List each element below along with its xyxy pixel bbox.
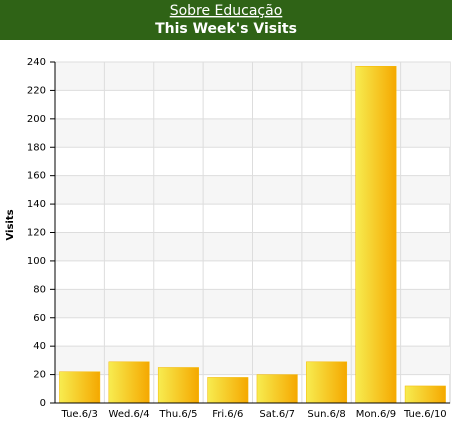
y-tick-label: 220 [27, 85, 46, 96]
y-tick-label: 80 [33, 284, 46, 295]
bar [256, 374, 298, 404]
x-tick-label: Sat.6/7 [259, 409, 295, 420]
chart-title: This Week's Visits [155, 21, 297, 37]
x-tick-label: Wed.6/4 [109, 409, 150, 420]
y-tick-label: 180 [27, 142, 46, 153]
bar [207, 377, 249, 404]
y-tick-label: 40 [33, 341, 46, 352]
y-tick-label: 160 [27, 171, 46, 182]
bar [306, 361, 348, 404]
x-tick-label: Tue.6/10 [403, 409, 447, 420]
y-tick-label: 0 [40, 398, 46, 409]
header-bar [0, 0, 452, 40]
y-tick-label: 120 [27, 228, 46, 239]
y-tick-label: 140 [27, 199, 46, 210]
x-tick-label: Fri.6/6 [212, 409, 243, 420]
y-tick-label: 100 [27, 256, 46, 267]
header-link[interactable]: Sobre Educação [170, 3, 283, 19]
x-tick-label: Mon.6/9 [356, 409, 396, 420]
bar [59, 371, 101, 404]
bar [157, 367, 199, 404]
bar [355, 66, 397, 404]
y-tick-label: 240 [27, 57, 46, 68]
y-tick-label: 20 [33, 370, 46, 381]
bar [404, 385, 446, 404]
bar [108, 361, 150, 404]
x-tick-label: Thu.6/5 [158, 409, 197, 420]
y-tick-label: 200 [27, 114, 46, 125]
y-axis-label: Visits [5, 209, 16, 240]
x-tick-label: Sun.6/8 [307, 409, 345, 420]
x-tick-label: Tue.6/3 [61, 409, 98, 420]
y-tick-label: 60 [33, 313, 46, 324]
